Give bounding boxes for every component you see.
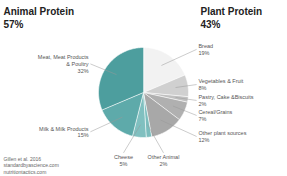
svg-text:Plant Protein43%: Plant Protein43% <box>201 6 263 30</box>
svg-text:Bread19%: Bread19% <box>198 43 213 56</box>
svg-text:Other plant sources12%: Other plant sources12% <box>198 130 246 143</box>
svg-text:Milk & Milk Products15%: Milk & Milk Products15% <box>39 126 89 139</box>
svg-text:Cereal/Grains7%: Cereal/Grains7% <box>198 109 232 122</box>
svg-text:Vegetables & Fruit8%: Vegetables & Fruit8% <box>198 78 243 91</box>
svg-text:Other Animal2%: Other Animal2% <box>148 154 180 167</box>
svg-text:Cheese5%: Cheese5% <box>114 154 133 167</box>
svg-text:Pastry, Cake &Biscuits2%: Pastry, Cake &Biscuits2% <box>198 94 253 107</box>
svg-text:Animal Protein57%: Animal Protein57% <box>4 6 75 30</box>
svg-text:Gillen et al. 2016standardbyas: Gillen et al. 2016standardbyascience.com… <box>4 156 59 175</box>
svg-text:Meat, Meat Products& Poultry32: Meat, Meat Products& Poultry32% <box>38 54 89 73</box>
